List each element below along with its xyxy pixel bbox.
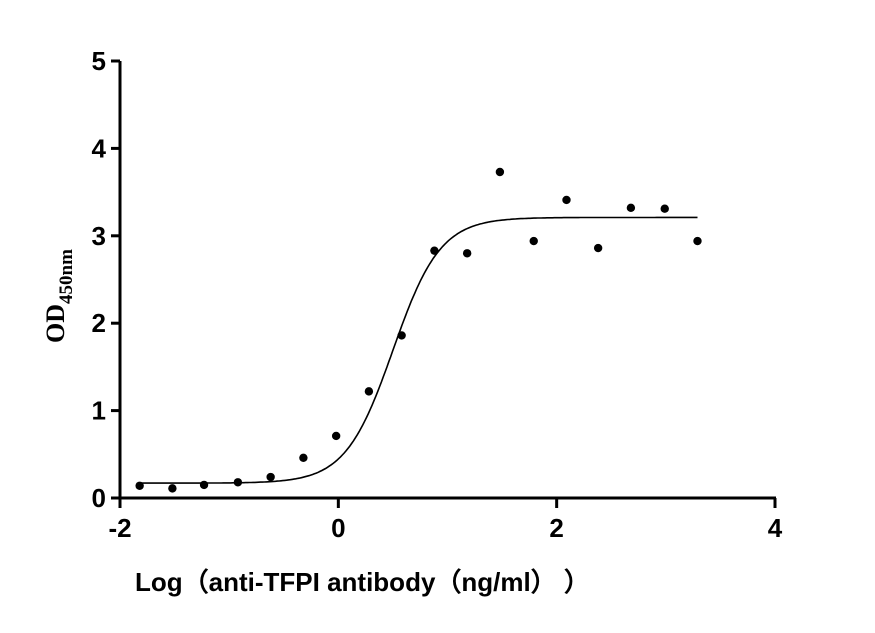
y-tick-label: 2 [92,308,106,338]
data-point [397,331,406,340]
data-point [266,472,275,482]
data-point [135,481,144,490]
data-point [168,484,177,493]
y-tick-label: 3 [92,221,106,251]
data-point [562,195,571,205]
data-point [364,387,374,396]
x-tick-label: 4 [768,513,783,543]
y-axis-label-subscript: 450nm [56,249,77,304]
data-point [529,236,538,246]
x-tick-label: 2 [549,513,563,543]
data-point [199,480,209,490]
data-point [626,203,636,213]
data-point [233,478,243,487]
data-point [660,204,669,213]
x-tick-label: 0 [331,513,345,543]
x-axis-label: Log（anti-TFPI antibody（ng/ml） ） [135,567,590,597]
data-point [495,167,505,177]
data-point [462,249,472,258]
y-tick-label: 4 [92,133,107,163]
data-point [430,246,439,255]
x-tick-label: -2 [108,513,131,543]
data-points [135,167,702,493]
y-tick-label: 0 [92,483,106,513]
y-axis-label-main: OD [41,304,70,343]
y-axis-label: OD450nm [41,249,77,343]
data-point [593,243,603,253]
data-point [299,453,308,462]
y-tick-label: 1 [92,396,106,426]
data-point [331,431,341,441]
y-tick-label: 5 [92,46,106,76]
data-point [693,236,702,246]
fit-curve [139,216,698,484]
